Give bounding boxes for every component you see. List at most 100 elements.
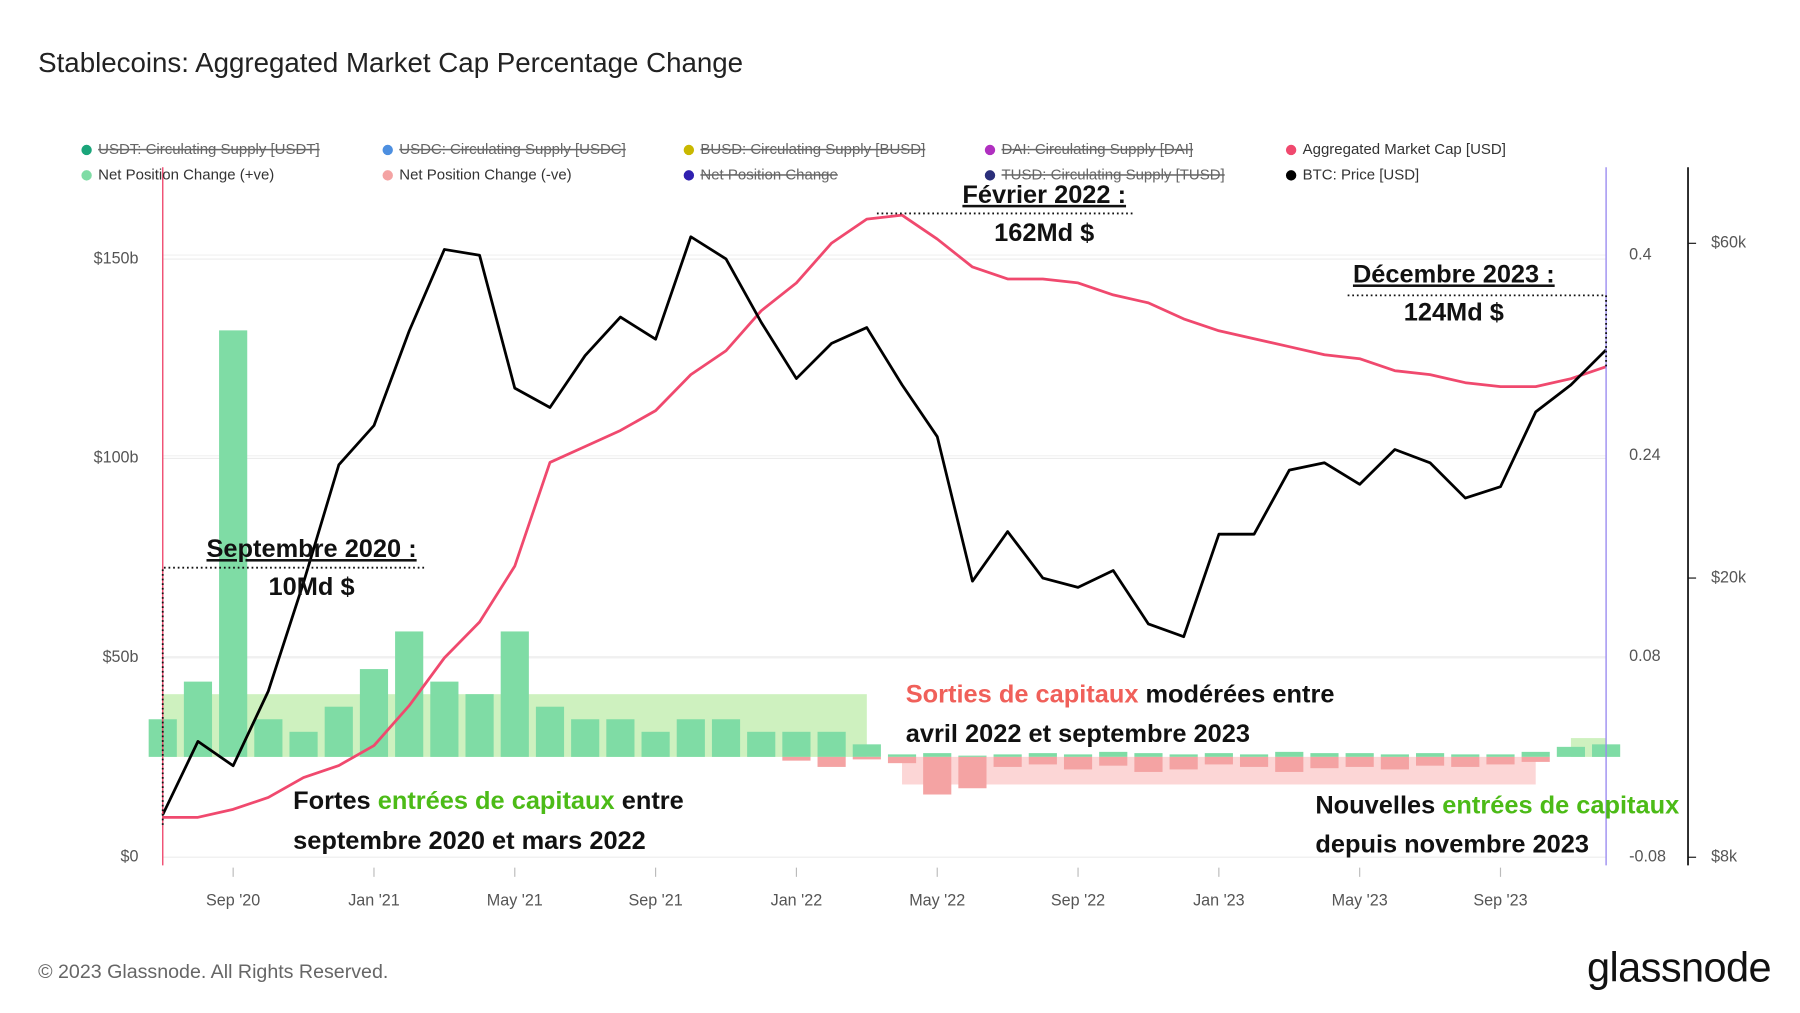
bar bbox=[1169, 756, 1198, 770]
note-line: depuis novembre 2023 bbox=[1315, 830, 1589, 858]
bar bbox=[430, 681, 459, 757]
bar bbox=[1345, 756, 1374, 767]
bar bbox=[782, 731, 811, 757]
y3-tick-label: $20k bbox=[1711, 568, 1747, 586]
legend-marker bbox=[1285, 144, 1297, 156]
x-tick-label: Sep '20 bbox=[206, 891, 260, 909]
bar bbox=[219, 330, 248, 757]
legend-label: Net Position Change bbox=[700, 166, 837, 183]
series-line bbox=[162, 213, 1607, 819]
y3-tick-label: $8k bbox=[1711, 848, 1738, 866]
annotation-leader bbox=[1347, 294, 1608, 367]
bar bbox=[993, 756, 1022, 767]
bar bbox=[852, 744, 881, 757]
bar bbox=[1204, 753, 1233, 757]
x-tick-label: Jan '21 bbox=[348, 891, 400, 909]
bar bbox=[1204, 756, 1233, 765]
annotation-value: 162Md $ bbox=[994, 219, 1094, 247]
x-tick-label: May '21 bbox=[487, 891, 543, 909]
lines bbox=[161, 213, 1608, 819]
legend-marker bbox=[984, 170, 996, 181]
bar bbox=[1134, 753, 1163, 757]
legend-marker bbox=[1285, 170, 1297, 181]
bar bbox=[1451, 754, 1480, 757]
bar bbox=[747, 731, 776, 757]
bar bbox=[676, 719, 705, 757]
bar bbox=[958, 755, 987, 757]
x-tick-label: Sep '21 bbox=[628, 891, 682, 909]
bar bbox=[324, 706, 353, 757]
legend-label: USDT: Circulating Supply [USDT] bbox=[98, 141, 320, 158]
bar bbox=[1169, 754, 1198, 757]
chart-title: Stablecoins: Aggregated Market Cap Perce… bbox=[38, 47, 743, 78]
bar bbox=[1416, 753, 1445, 757]
bar bbox=[1028, 756, 1057, 765]
legend-marker bbox=[683, 170, 695, 181]
bar bbox=[993, 754, 1022, 757]
bar bbox=[923, 756, 952, 795]
bar bbox=[1310, 756, 1339, 769]
annotation-value: 124Md $ bbox=[1404, 299, 1504, 327]
bar bbox=[1556, 746, 1585, 757]
note-text: entrées de capitaux bbox=[1442, 791, 1679, 819]
annotations: Septembre 2020 : 10Md $ Février 2022 : 162M… bbox=[161, 181, 1679, 858]
bar bbox=[1063, 754, 1093, 757]
series-line bbox=[161, 235, 1608, 816]
bar bbox=[183, 681, 213, 757]
annotation-value: 10Md $ bbox=[269, 573, 355, 601]
note-text: Fortes bbox=[293, 787, 378, 815]
bar bbox=[1486, 756, 1515, 765]
y2-tick-label: -0.08 bbox=[1629, 848, 1666, 866]
x-tick-label: Jan '22 bbox=[771, 891, 823, 909]
note-text: depuis novembre 2023 bbox=[1315, 830, 1589, 858]
bar bbox=[1310, 753, 1339, 757]
bar bbox=[289, 731, 318, 757]
bar bbox=[254, 719, 283, 757]
y-tick-label: $0 bbox=[121, 848, 139, 866]
note-line: Sorties de capitaux modérées entre bbox=[906, 680, 1335, 708]
bar bbox=[1451, 756, 1480, 767]
logo: glassnode bbox=[1587, 943, 1771, 990]
note-text: modérées entre bbox=[1138, 680, 1334, 708]
bars bbox=[148, 330, 1621, 795]
legend-label: DAI: Circulating Supply [DAI] bbox=[1002, 141, 1194, 158]
note-text: Nouvelles bbox=[1315, 791, 1442, 819]
legend-marker bbox=[81, 144, 92, 156]
x-tick-label: Sep '23 bbox=[1473, 891, 1527, 909]
y-tick-label: $100b bbox=[94, 449, 139, 467]
bar bbox=[606, 719, 635, 757]
bar bbox=[1380, 754, 1409, 757]
bar bbox=[1099, 756, 1128, 766]
note-text: avril 2022 et septembre 2023 bbox=[906, 720, 1250, 748]
bar bbox=[641, 731, 670, 757]
bar bbox=[1028, 753, 1057, 757]
grid bbox=[162, 254, 1607, 858]
bar bbox=[887, 754, 917, 757]
note-line: Fortes entrées de capitaux entre bbox=[293, 787, 684, 815]
legend-label: BUSD: Circulating Supply [BUSD] bbox=[700, 141, 925, 158]
legend-label: TUSD: Circulating Supply [TUSD] bbox=[1002, 166, 1225, 183]
annotation-title: Décembre 2023 : bbox=[1353, 260, 1555, 288]
bar bbox=[1380, 756, 1409, 770]
bar bbox=[1239, 754, 1269, 757]
bar bbox=[1239, 756, 1269, 767]
bar bbox=[1345, 753, 1374, 757]
bar bbox=[711, 719, 741, 757]
bar bbox=[1416, 756, 1445, 766]
legend-label: BTC: Price [USD] bbox=[1303, 166, 1420, 183]
bar bbox=[359, 669, 389, 757]
legend-marker bbox=[683, 144, 695, 156]
legend: USDT: Circulating Supply [USDT] USDC: Cir… bbox=[81, 141, 1506, 183]
bar bbox=[923, 753, 952, 757]
x-tick-label: May '23 bbox=[1332, 891, 1388, 909]
y3-tick-label: $60k bbox=[1711, 234, 1747, 252]
legend-marker bbox=[81, 170, 92, 181]
annotation-title: Février 2022 : bbox=[962, 181, 1126, 209]
y2-tick-label: 0.4 bbox=[1629, 245, 1651, 263]
bar bbox=[852, 756, 881, 760]
note-text: entre bbox=[615, 787, 684, 815]
bar bbox=[465, 694, 494, 757]
bar bbox=[1134, 756, 1163, 772]
